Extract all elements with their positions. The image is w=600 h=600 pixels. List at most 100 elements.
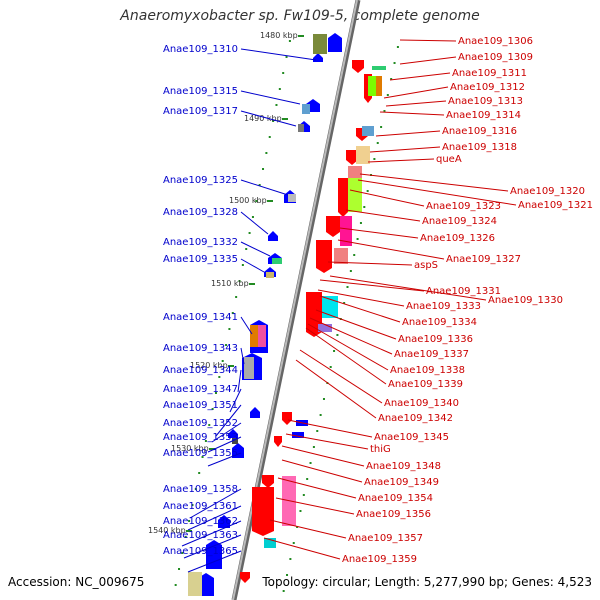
left-gene-label: Anae109_1332 — [163, 237, 238, 248]
right-leader-line — [287, 419, 373, 438]
reverse-gene — [326, 216, 340, 232]
kbp-label: 1480 kbp — [260, 31, 298, 40]
left-gene-label: Anae109_1361 — [163, 501, 238, 512]
left-leader-line — [240, 258, 265, 273]
forward-gene-arrow — [250, 320, 268, 325]
gene-block — [302, 104, 310, 114]
tick-mark-right — [376, 142, 379, 144]
right-gene-label: Anae109_1334 — [402, 317, 477, 328]
kbp-label: 1520 kbp — [190, 361, 228, 370]
reverse-gene — [338, 178, 348, 212]
right-leader-line — [305, 327, 387, 385]
tick-mark-left — [272, 120, 275, 122]
right-leader-line — [385, 100, 447, 107]
gene-block — [313, 34, 327, 54]
tick-mark-left — [245, 248, 248, 250]
left-gene-label: Anae109_1363 — [163, 530, 238, 541]
right-leader-line — [383, 86, 449, 99]
right-leader-line — [275, 497, 355, 515]
tick-mark-left — [188, 520, 191, 522]
tick-mark-right — [282, 590, 285, 592]
left-gene-label: Anae109_1328 — [163, 207, 238, 218]
tick-mark-left — [181, 552, 184, 554]
right-gene-label: Anae109_1336 — [398, 334, 473, 345]
left-leader-line — [240, 347, 245, 365]
left-leader-line — [181, 520, 242, 547]
forward-gene-arrow — [313, 53, 323, 58]
left-leader-line — [229, 388, 242, 413]
tick-mark-right — [346, 286, 349, 288]
left-leader-line — [207, 436, 242, 453]
right-leader-line — [315, 309, 397, 340]
reverse-gene-arrow — [364, 98, 372, 103]
tick-mark-left — [278, 88, 281, 90]
tick-mark-right — [349, 270, 352, 272]
left-leader-line — [240, 48, 317, 61]
gene-block — [298, 124, 304, 132]
reverse-gene — [352, 60, 364, 68]
tick-mark-right — [363, 206, 366, 208]
gene-block — [272, 258, 282, 264]
tick-mark-left — [204, 440, 207, 442]
tick-mark-right — [386, 94, 389, 96]
forward-gene-arrow — [218, 515, 230, 520]
reverse-gene-arrow — [262, 483, 274, 488]
right-gene-label: Anae109_1330 — [488, 295, 563, 306]
left-gene-label: Anae109_1365 — [163, 546, 238, 557]
tick-mark-left — [225, 344, 228, 346]
reverse-gene-arrow — [282, 420, 292, 425]
right-gene-label: Anae109_1356 — [356, 509, 431, 520]
gene-block — [258, 325, 266, 347]
tick-mark-right — [373, 158, 376, 160]
tick-mark-right — [299, 510, 302, 512]
left-leader-line — [240, 241, 271, 257]
kbp-label: 1510 kbp — [211, 279, 249, 288]
tick-mark-right — [296, 526, 299, 528]
right-leader-line — [329, 275, 487, 301]
right-gene-label: Anae109_1340 — [384, 398, 459, 409]
forward-gene — [313, 58, 323, 62]
right-gene-label: Anae109_1312 — [450, 82, 525, 93]
forward-gene — [250, 412, 260, 418]
tick-mark-right — [359, 222, 362, 224]
tick-mark-left — [194, 488, 197, 490]
gene-block — [266, 272, 274, 278]
tick-mark-right — [329, 366, 332, 368]
left-leader-line — [240, 316, 253, 335]
tick-mark-left — [275, 104, 278, 106]
kbp-tick — [249, 283, 255, 285]
right-leader-line — [367, 158, 435, 163]
tick-mark-left — [248, 232, 251, 234]
reverse-gene — [274, 436, 282, 442]
tick-mark-right — [312, 446, 315, 448]
gene-block — [322, 296, 338, 318]
forward-gene-arrow — [306, 99, 320, 104]
gene-block — [318, 324, 332, 332]
forward-gene — [218, 520, 230, 528]
tick-mark-left — [174, 584, 177, 586]
tick-mark-left — [198, 472, 201, 474]
topology-text: Topology: circular; Length: 5,277,990 bp… — [262, 575, 592, 589]
right-leader-line — [317, 289, 405, 307]
right-gene-label: Anae109_1339 — [388, 379, 463, 390]
forward-gene — [232, 448, 244, 458]
left-gene-label: Anae109_1358 — [163, 484, 238, 495]
tick-mark-left — [201, 456, 204, 458]
left-leader-line — [187, 550, 242, 573]
right-gene-label: Anae109_1306 — [458, 36, 533, 47]
right-leader-line — [345, 209, 421, 222]
left-gene-label: Anae109_1362 — [163, 516, 238, 527]
gene-block — [348, 178, 362, 212]
left-leader-line — [189, 488, 242, 519]
tick-mark-right — [306, 478, 309, 480]
reverse-gene — [316, 240, 332, 268]
left-leader-line — [237, 369, 242, 393]
gene-block — [292, 432, 304, 438]
left-gene-label: Anae109_1343 — [163, 343, 238, 354]
right-gene-label: Anae109_1327 — [446, 254, 521, 265]
right-gene-label: Anae109_1316 — [442, 126, 517, 137]
gene-block — [340, 216, 352, 246]
reverse-gene-arrow — [252, 531, 274, 536]
left-leader-line — [240, 110, 297, 127]
